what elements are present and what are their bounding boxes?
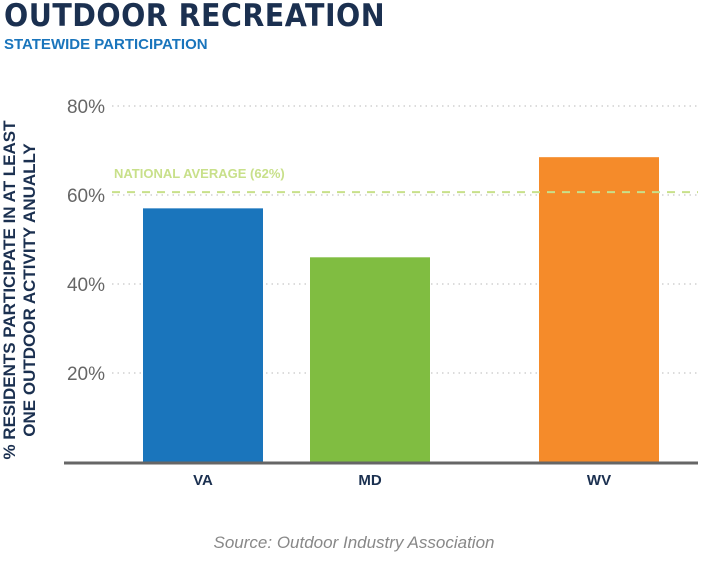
national-average-label: NATIONAL AVERAGE (62%) <box>114 166 285 181</box>
x-tick-label: WV <box>587 472 611 489</box>
bar-va <box>143 208 263 462</box>
bar-md <box>310 257 430 462</box>
bar-wv <box>539 157 659 463</box>
source-note: Source: Outdoor Industry Association <box>213 533 495 552</box>
y-tick-label: 60% <box>67 186 105 207</box>
y-tick-label: 20% <box>67 364 105 385</box>
chart-subtitle: STATEWIDE PARTICIPATION <box>4 36 208 53</box>
x-tick-label: VA <box>193 472 213 489</box>
x-tick-label: MD <box>358 472 381 489</box>
chart-title: OUTDOOR RECREATION <box>4 0 386 34</box>
y-tick-label: 40% <box>67 275 105 296</box>
y-tick-label: 80% <box>67 97 105 118</box>
